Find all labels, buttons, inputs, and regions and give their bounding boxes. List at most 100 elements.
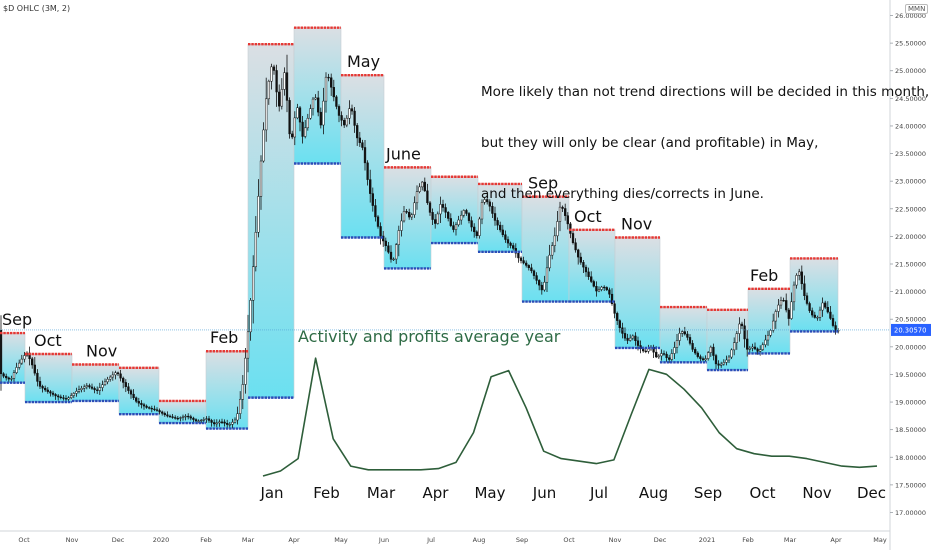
candle-body — [397, 230, 400, 245]
candle-body — [811, 310, 814, 316]
month-label: Sep — [2, 310, 32, 329]
candle-body — [288, 100, 291, 135]
candle-body — [116, 372, 120, 375]
candle-body — [496, 220, 499, 226]
candle-body — [246, 331, 250, 359]
candle-body — [444, 207, 447, 213]
month-label: Nov — [621, 214, 652, 233]
candle-body — [153, 408, 156, 411]
candle-body — [363, 147, 367, 164]
candle-body — [402, 211, 406, 222]
candle-body — [272, 66, 276, 71]
candle-body — [522, 260, 525, 264]
y-tick-label: 21.00000 — [895, 288, 926, 296]
x-tick-label: Aug — [473, 536, 486, 544]
candle-body — [426, 190, 429, 204]
candle-body — [465, 210, 468, 214]
x-tick-label: Feb — [742, 536, 754, 544]
candle-body — [803, 283, 806, 296]
scale-badge[interactable]: MMN — [905, 4, 929, 14]
candle-body — [207, 418, 211, 421]
candle-body — [556, 221, 559, 237]
candle-body — [374, 205, 377, 218]
month-box — [205, 350, 249, 429]
candle-body — [733, 342, 736, 351]
candle-body — [23, 355, 26, 360]
candle-body — [530, 267, 533, 272]
candle-body — [324, 76, 328, 102]
candle-body — [67, 397, 70, 400]
candles — [0, 54, 840, 429]
candle-body — [428, 202, 432, 213]
month-label: Nov — [86, 341, 117, 360]
activity-month-label: Apr — [423, 484, 450, 502]
candle-body — [309, 108, 312, 119]
candle-body — [187, 415, 190, 418]
candle-body — [454, 224, 458, 230]
candle-body — [457, 219, 460, 226]
candle-body — [681, 331, 684, 334]
y-tick-label: 24.50000 — [895, 95, 926, 103]
x-tick-label: Dec — [654, 536, 667, 544]
candle-body — [824, 302, 827, 308]
candle-body — [369, 179, 372, 194]
activity-month-label: Mar — [367, 484, 396, 502]
candle-body — [769, 330, 772, 336]
candle-body — [51, 392, 55, 395]
y-tick-label: 18.00000 — [895, 454, 926, 462]
month-label: Oct — [574, 207, 602, 226]
candle-body — [764, 339, 767, 346]
candle-body — [558, 206, 562, 222]
candle-body — [356, 125, 359, 139]
month-label: June — [385, 144, 421, 163]
symbol-label: $D OHLC (3M, 2) — [3, 4, 71, 13]
candle-body — [101, 384, 104, 388]
candle-body — [532, 270, 536, 276]
candle-body — [267, 80, 270, 100]
candle-body — [163, 413, 166, 416]
candle-body — [7, 377, 10, 380]
candle-body — [816, 317, 819, 319]
candle-body — [174, 417, 177, 419]
candle-body — [579, 256, 582, 263]
month-label: Oct — [34, 331, 62, 350]
candle-body — [15, 367, 18, 373]
candle-body — [194, 419, 198, 422]
candle-body — [813, 314, 816, 318]
candle-body — [826, 307, 829, 313]
candle-body — [389, 251, 393, 260]
candle-body — [405, 211, 408, 213]
candle-body — [751, 346, 754, 349]
candle-body — [127, 386, 130, 391]
candle-body — [688, 337, 692, 344]
candle-body — [395, 244, 398, 260]
candle-body — [616, 313, 619, 321]
x-tick-label: Mar — [784, 536, 797, 544]
candle-body — [738, 323, 741, 334]
candle-body — [205, 418, 208, 420]
candle-body — [75, 390, 78, 394]
candle-body — [712, 346, 715, 356]
band-lines — [0, 26, 838, 430]
candle-body — [210, 420, 213, 423]
candle-body — [353, 110, 356, 126]
candle-body — [332, 87, 335, 98]
candle-body — [486, 199, 489, 203]
candle-body — [779, 300, 783, 306]
candle-body — [189, 416, 192, 419]
candle-body — [350, 108, 354, 112]
candle-body — [512, 245, 515, 249]
candle-body — [584, 266, 588, 273]
candle-body — [727, 356, 731, 361]
candle-body — [62, 397, 65, 399]
y-tick-label: 22.50000 — [895, 205, 926, 213]
activity-month-label: Feb — [313, 484, 340, 502]
candle-body — [636, 340, 640, 346]
candle-body — [291, 133, 294, 138]
candle-body — [202, 419, 205, 421]
candle-body — [298, 107, 302, 123]
x-tick-label: Dec — [112, 536, 125, 544]
candle-body — [111, 374, 114, 378]
candle-body — [701, 358, 705, 361]
